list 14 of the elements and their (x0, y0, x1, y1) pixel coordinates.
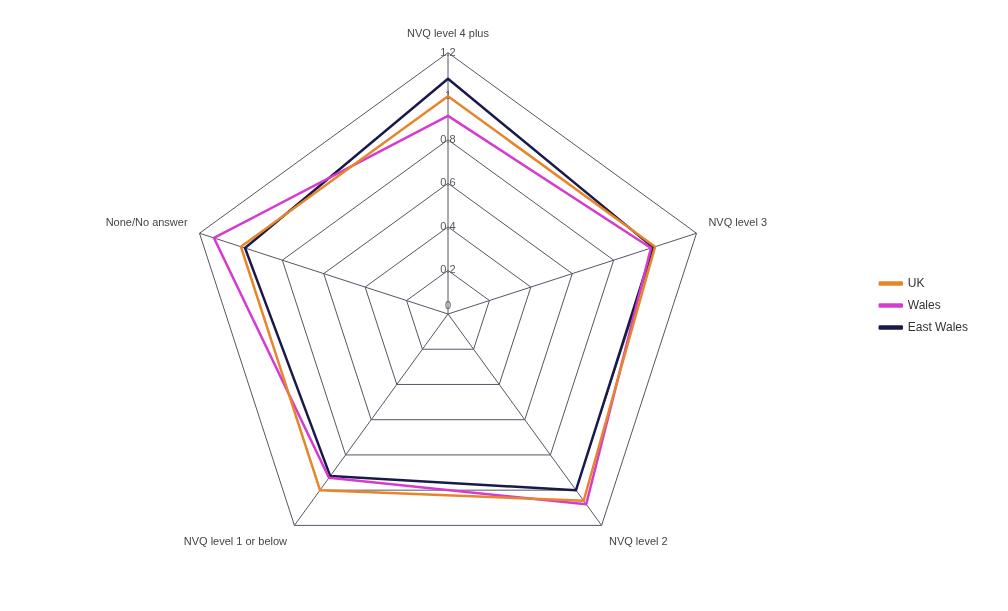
y-tick-label: 0.8 (440, 132, 456, 145)
spoke-label: NVQ level 3 (708, 215, 768, 228)
y-tick-label: 0.6 (440, 176, 456, 189)
legend-label: Wales (907, 297, 941, 312)
spoke-label: None/No answer (105, 215, 188, 228)
spoke-label: NVQ level 1 or below (183, 535, 288, 548)
spoke-label: NVQ level 2 (608, 535, 668, 548)
legend-label: East Wales (907, 319, 969, 334)
spoke-label: NVQ level 4 plus (407, 26, 490, 39)
y-tick-label: 0.4 (440, 219, 456, 232)
y-tick-label: 1.2 (440, 45, 456, 58)
legend-label: UK (907, 275, 925, 290)
y-tick-label: 0 (444, 299, 452, 312)
y-tick-label: 0.2 (440, 263, 456, 276)
